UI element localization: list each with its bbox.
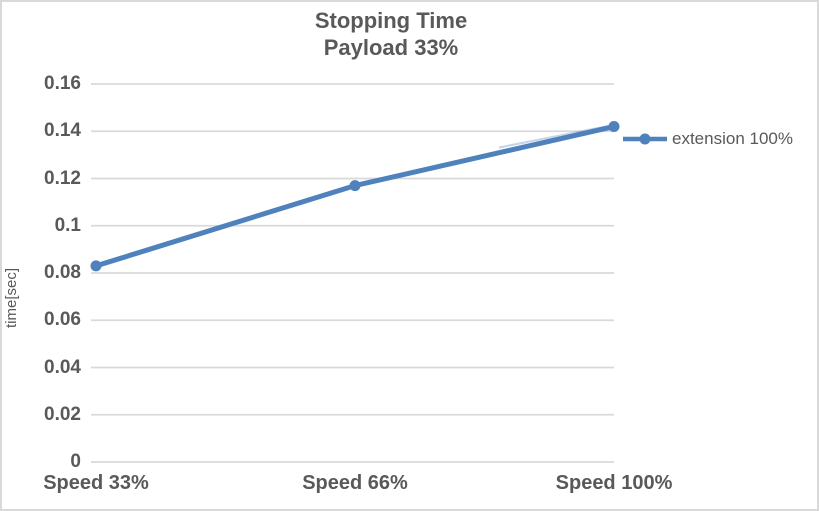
y-axis-title: time[sec]: [3, 268, 20, 329]
y-tick-label: 0.02: [44, 403, 81, 425]
chart-title-line2: Payload 33%: [323, 35, 459, 60]
y-tick-label: 0.12: [44, 167, 81, 189]
x-tick-label: Speed 33%: [43, 472, 149, 494]
y-tick-label: 0: [70, 451, 81, 472]
chart-title: Stopping Time Payload 33%: [2, 7, 780, 61]
chart-title-line1: Stopping Time: [314, 8, 468, 33]
y-tick-label: 0.14: [44, 120, 81, 142]
x-tick-label: Speed 66%: [302, 472, 408, 494]
legend-series-marker-icon: [623, 133, 667, 145]
y-tick-label: 0.04: [44, 356, 81, 378]
y-tick-label: 0.06: [44, 309, 81, 331]
y-tick-label: 0.1: [54, 214, 81, 236]
legend-label: extension 100%: [672, 129, 793, 148]
data-point-marker: [90, 260, 102, 272]
data-point-marker: [349, 180, 361, 192]
y-tick-label: 0.16: [44, 73, 81, 94]
series-line: [95, 124, 615, 269]
x-tick-label: Speed 100%: [555, 472, 673, 494]
y-tick-label: 0.08: [44, 262, 81, 283]
legend: extension 100%: [622, 127, 793, 151]
data-point-marker: [608, 121, 620, 133]
